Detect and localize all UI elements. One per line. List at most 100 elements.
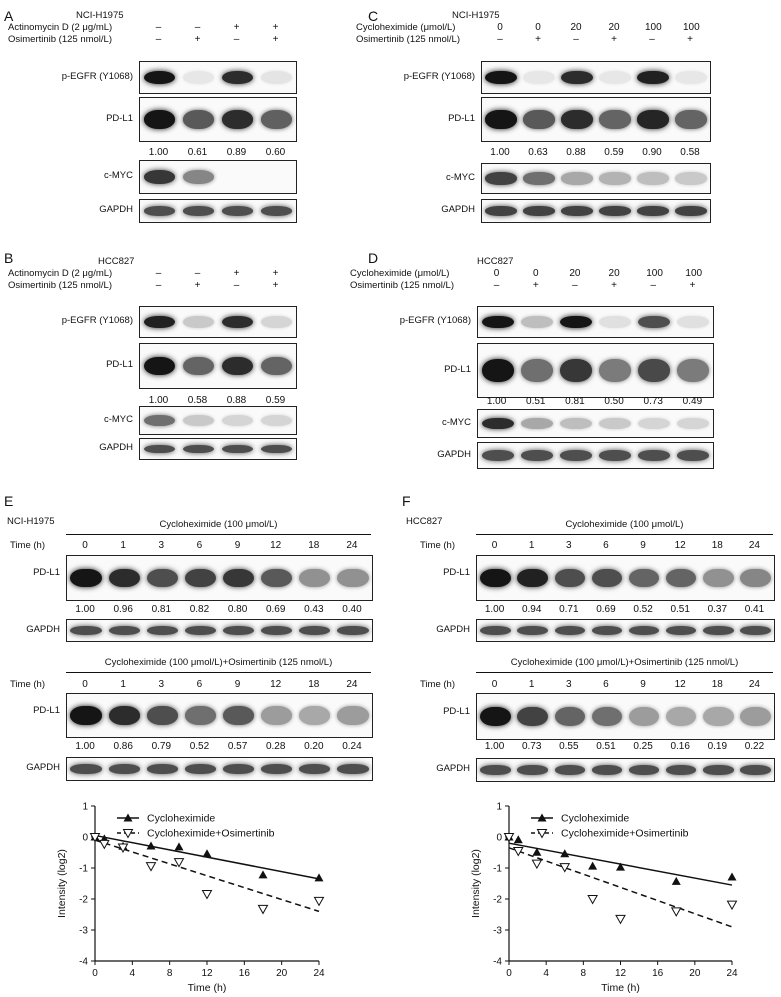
data-point-cycloheximide-osimertinib bbox=[89, 833, 101, 843]
section-rule bbox=[476, 534, 773, 535]
blot-band bbox=[299, 706, 331, 725]
quant-value: 0.40 bbox=[342, 604, 362, 615]
condition-sign: + bbox=[272, 280, 279, 291]
blot-band bbox=[261, 568, 293, 588]
blot-label: p-EGFR (Y1068) bbox=[61, 70, 133, 82]
data-point-cycloheximide bbox=[532, 847, 542, 856]
blot-band bbox=[261, 764, 293, 774]
condition-label: Actinomycin D (2 μg/mL) bbox=[8, 22, 113, 33]
blot-band bbox=[517, 765, 548, 775]
condition-sign: + bbox=[194, 280, 201, 291]
blot-band bbox=[677, 315, 710, 329]
quant-value: 0.69 bbox=[265, 604, 286, 615]
blot-label: GAPDH bbox=[441, 204, 475, 215]
blot-band bbox=[520, 417, 553, 430]
blot-band bbox=[260, 356, 293, 376]
condition-sign: 100 bbox=[683, 22, 700, 33]
y-tick-label: -2 bbox=[79, 895, 88, 906]
time-label: Time (h) bbox=[10, 679, 46, 690]
quant-value: 0.43 bbox=[304, 604, 324, 615]
condition-sign: + bbox=[272, 22, 279, 33]
data-point-cycloheximide bbox=[588, 861, 598, 870]
blot-label: PD-L1 bbox=[443, 567, 470, 578]
blot-band bbox=[299, 568, 331, 588]
x-tick-label: 16 bbox=[239, 968, 251, 979]
blot-band bbox=[675, 206, 707, 216]
time-point: 0 bbox=[82, 679, 88, 690]
y-tick-label: -1 bbox=[493, 864, 502, 875]
blot-band bbox=[599, 417, 632, 430]
x-tick-label: 20 bbox=[689, 968, 701, 979]
condition-sign: – bbox=[194, 268, 201, 279]
time-point: 9 bbox=[234, 679, 241, 690]
time-point: 1 bbox=[120, 679, 126, 690]
quant-value: 0.24 bbox=[342, 741, 362, 752]
blot-pd-l1 bbox=[476, 693, 775, 740]
blot-label: PD-L1 bbox=[444, 363, 471, 375]
blot-band bbox=[591, 765, 623, 775]
legend-entry: Cycloheximide bbox=[561, 813, 629, 825]
blot-band bbox=[665, 626, 697, 635]
time-point: 18 bbox=[711, 540, 723, 551]
data-point-cycloheximide bbox=[314, 873, 324, 882]
blot-band bbox=[260, 206, 293, 216]
blot-band bbox=[554, 765, 586, 775]
blot-band bbox=[675, 172, 707, 185]
section-title: Cycloheximide (100 μmol/L) bbox=[565, 519, 684, 530]
blot-band bbox=[599, 206, 631, 216]
blot-band bbox=[599, 359, 632, 382]
quant-value: 0.69 bbox=[596, 604, 616, 615]
blot-band bbox=[184, 706, 217, 725]
x-tick-label: 0 bbox=[506, 968, 512, 979]
time-point: 24 bbox=[748, 679, 760, 690]
blot-label: c-MYC bbox=[103, 170, 133, 181]
blot-pd-l1 bbox=[66, 693, 373, 738]
quant-value: 0.28 bbox=[265, 741, 286, 752]
quant-value: 1.00 bbox=[75, 741, 95, 752]
blot-band bbox=[221, 315, 254, 329]
blot-band bbox=[182, 444, 215, 454]
blot-band bbox=[485, 206, 517, 216]
time-point: 1 bbox=[528, 540, 535, 551]
condition-sign: – bbox=[650, 280, 657, 291]
cell-line-label: HCC827 bbox=[406, 516, 443, 527]
data-point-cycloheximide-osimertinib bbox=[587, 895, 598, 905]
time-point: 18 bbox=[308, 540, 320, 551]
quant-value: 0.51 bbox=[670, 604, 690, 615]
condition-sign: 100 bbox=[646, 268, 663, 279]
condition-sign: + bbox=[611, 34, 617, 45]
data-point-cycloheximide-osimertinib bbox=[726, 900, 738, 911]
quant-value: 0.90 bbox=[642, 147, 662, 158]
blot-band bbox=[481, 417, 514, 430]
x-tick-label: 12 bbox=[615, 968, 627, 979]
data-point-cycloheximide-osimertinib bbox=[615, 914, 626, 925]
blot-gapdh bbox=[476, 758, 775, 782]
cell-line-label: HCC827 bbox=[98, 256, 135, 267]
quant-value: 0.81 bbox=[565, 396, 585, 407]
blot-band bbox=[637, 110, 669, 129]
y-axis-label: Intensity (log2) bbox=[470, 849, 482, 918]
time-point: 3 bbox=[566, 540, 572, 551]
blot-band bbox=[261, 626, 293, 635]
condition-sign: 0 bbox=[497, 22, 503, 33]
time-point: 9 bbox=[640, 679, 646, 690]
blot-band bbox=[221, 206, 254, 216]
blot-label: PD-L1 bbox=[33, 704, 60, 716]
blot-band bbox=[146, 568, 178, 588]
condition-sign: + bbox=[194, 34, 201, 45]
blot-band bbox=[222, 706, 255, 725]
x-tick-label: 4 bbox=[543, 968, 549, 979]
time-point: 3 bbox=[158, 540, 165, 551]
condition-sign: 0 bbox=[535, 22, 541, 33]
blot-band bbox=[108, 764, 140, 774]
blot-band bbox=[559, 359, 592, 382]
blot-band bbox=[221, 110, 254, 129]
legend-marker bbox=[122, 829, 134, 839]
legend-entry: Cycloheximide+Osimertinib bbox=[147, 828, 275, 840]
data-point-cycloheximide-osimertinib bbox=[503, 833, 515, 843]
y-tick-label: -3 bbox=[79, 926, 88, 937]
x-axis-label: Time (h) bbox=[601, 982, 640, 994]
blot-band bbox=[554, 707, 586, 726]
blot-band bbox=[677, 359, 710, 382]
blot-band bbox=[70, 568, 102, 588]
